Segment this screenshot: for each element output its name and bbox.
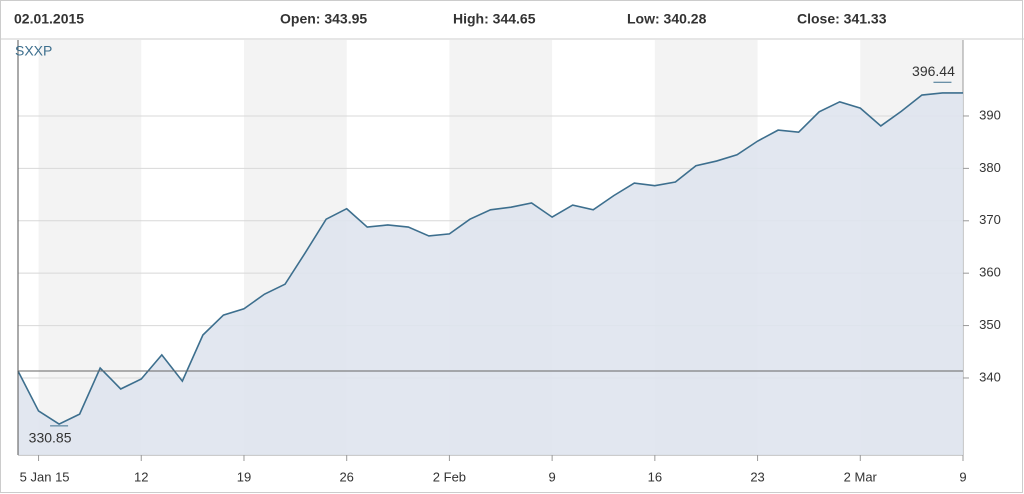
y-tick-label: 360 [979, 265, 1001, 280]
area [18, 92, 963, 456]
x-tick-label: 2 Feb [433, 469, 466, 484]
x-tick-label: 9 [549, 469, 556, 484]
y-tick-label: 350 [979, 317, 1001, 332]
y-tick-label: 380 [979, 160, 1001, 175]
line [17, 92, 963, 425]
y-tick-label: 390 [979, 107, 1001, 122]
x-tick-label: 23 [750, 469, 764, 484]
annotation-label: 330.85 [29, 430, 72, 446]
x-tick-label: 16 [648, 469, 662, 484]
header-close: Close: 341.33 [797, 11, 887, 27]
annotation-label: 396.44 [912, 63, 955, 79]
header-high: High: 344.65 [453, 11, 536, 27]
x-tick-label: 26 [339, 469, 353, 484]
header-date: 02.01.2015 [14, 11, 84, 27]
header-low: Low: 340.28 [627, 11, 707, 27]
x-tick-label: 12 [134, 469, 148, 484]
x-tick-label: 5 Jan 15 [20, 469, 70, 484]
week-band [38, 40, 142, 455]
y-tick-label: 370 [979, 212, 1001, 227]
legend-label: SXXP [15, 43, 52, 59]
x-tick-label: 9 [959, 469, 966, 484]
header-open: Open: 343.95 [280, 11, 367, 27]
x-tick-label: 19 [237, 469, 251, 484]
x-tick-label: 2 Mar [844, 469, 878, 484]
y-tick-label: 340 [979, 369, 1001, 384]
